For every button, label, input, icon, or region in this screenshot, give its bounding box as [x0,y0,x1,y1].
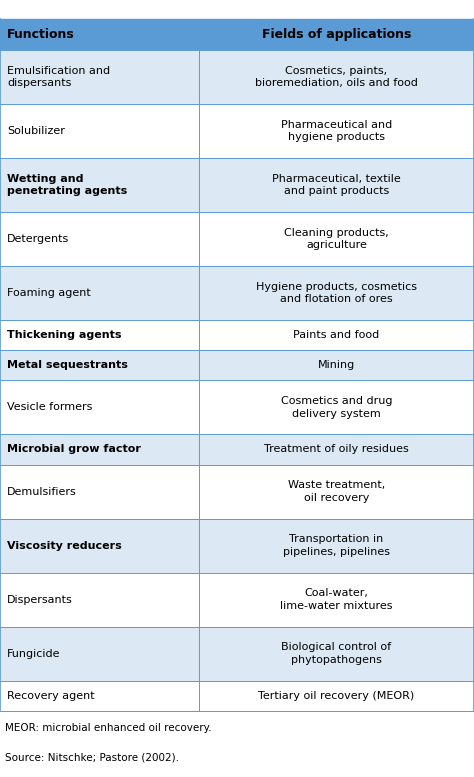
Text: Metal sequestrants: Metal sequestrants [7,361,128,370]
Bar [199,381,474,434]
Text: Cleaning products,
agriculture: Cleaning products, agriculture [284,228,389,250]
Text: Treatment of oily residues: Treatment of oily residues [264,444,409,455]
Text: Cosmetics, paints,
bioremediation, oils and food: Cosmetics, paints, bioremediation, oils … [255,65,418,88]
Bar [199,158,474,211]
Bar [0,350,199,381]
Text: Coal-water,
lime-water mixtures: Coal-water, lime-water mixtures [280,588,393,611]
Text: Transportation in
pipelines, pipelines: Transportation in pipelines, pipelines [283,535,390,557]
Bar [0,158,199,211]
Text: Functions: Functions [7,28,75,41]
Bar [199,681,474,711]
Text: Detergents: Detergents [7,234,69,244]
Bar [199,434,474,465]
Text: Recovery agent: Recovery agent [7,691,95,701]
Bar [199,519,474,573]
Bar [199,19,474,50]
Bar [199,573,474,626]
Text: Solubilizer: Solubilizer [7,126,65,136]
Bar [0,465,199,519]
Bar [0,19,199,50]
Text: Mining: Mining [318,361,355,370]
Text: Viscosity reducers: Viscosity reducers [7,541,122,551]
Text: Pharmaceutical and
hygiene products: Pharmaceutical and hygiene products [281,120,392,142]
Bar [199,266,474,319]
Text: Pharmaceutical, textile
and paint products: Pharmaceutical, textile and paint produc… [272,173,401,196]
Text: Fields of applications: Fields of applications [262,28,411,41]
Bar [0,626,199,681]
Bar [0,434,199,465]
Text: Tertiary oil recovery (MEOR): Tertiary oil recovery (MEOR) [258,691,415,701]
Text: Dispersants: Dispersants [7,594,73,605]
Text: Foaming agent: Foaming agent [7,287,91,298]
Bar [199,211,474,266]
Text: Cosmetics and drug
delivery system: Cosmetics and drug delivery system [281,396,392,419]
Bar [199,350,474,381]
Bar [0,50,199,104]
Bar [199,50,474,104]
Bar [199,104,474,158]
Bar [199,319,474,350]
Text: Wetting and
penetrating agents: Wetting and penetrating agents [7,173,128,196]
Bar [0,381,199,434]
Text: Fungicide: Fungicide [7,649,61,659]
Bar [199,626,474,681]
Bar [0,104,199,158]
Text: Paints and food: Paints and food [293,330,380,340]
Bar [199,465,474,519]
Text: Hygiene products, cosmetics
and flotation of ores: Hygiene products, cosmetics and flotatio… [256,281,417,304]
Bar [0,573,199,626]
Bar [0,681,199,711]
Bar [0,519,199,573]
Text: Biological control of
phytopathogens: Biological control of phytopathogens [282,643,392,665]
Bar [0,266,199,319]
Text: Microbial grow factor: Microbial grow factor [7,444,141,455]
Text: Vesicle formers: Vesicle formers [7,402,92,413]
Text: MEOR: microbial enhanced oil recovery.: MEOR: microbial enhanced oil recovery. [5,723,211,733]
Text: Source: Nitschke; Pastore (2002).: Source: Nitschke; Pastore (2002). [5,752,179,762]
Text: Emulsification and
dispersants: Emulsification and dispersants [7,65,110,88]
Text: Thickening agents: Thickening agents [7,330,122,340]
Text: Demulsifiers: Demulsifiers [7,486,77,497]
Text: Waste treatment,
oil recovery: Waste treatment, oil recovery [288,480,385,503]
Bar [0,211,199,266]
Bar [0,319,199,350]
